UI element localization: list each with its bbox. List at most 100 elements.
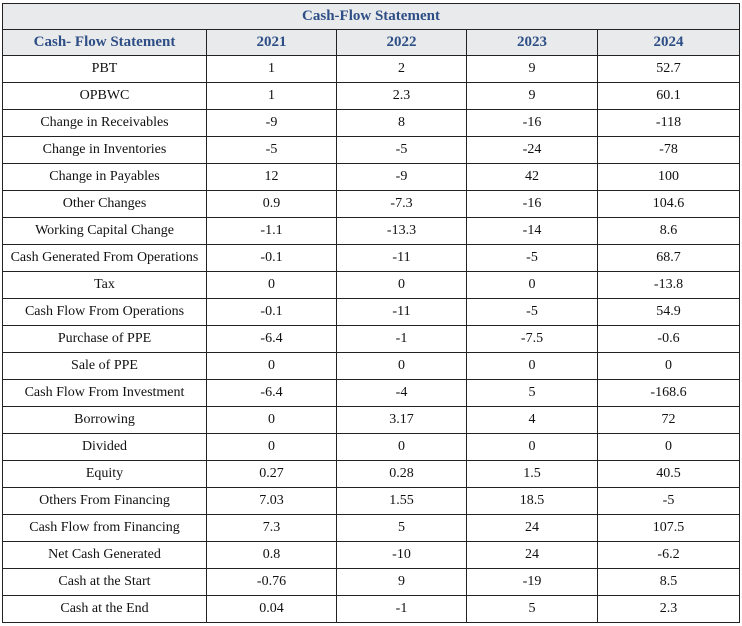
table-cell: 42 bbox=[466, 163, 598, 191]
table-cell: 8 bbox=[336, 109, 467, 137]
table-cell: 0 bbox=[206, 433, 337, 461]
row-label: Working Capital Change bbox=[2, 217, 207, 245]
table-body: PBT 1 2 9 52.7 OPBWC 1 2.3 9 60.1 Change in Receiv… bbox=[2, 55, 740, 623]
table-cell: 1.55 bbox=[336, 487, 467, 515]
table-cell: 0 bbox=[206, 271, 337, 299]
table-cell: 100 bbox=[597, 163, 740, 191]
table-cell: 0.8 bbox=[206, 541, 337, 569]
table-cell: 9 bbox=[466, 82, 598, 110]
table-cell: -16 bbox=[466, 190, 598, 218]
table-cell: 0 bbox=[336, 271, 467, 299]
row-label: Cash Flow from Financing bbox=[2, 514, 207, 542]
table-row: Change in Inventories -5 -5 -24 -78 bbox=[2, 136, 740, 164]
table-cell: -9 bbox=[336, 163, 467, 191]
table-row: Cash at the Start -0.76 9 -19 8.5 bbox=[2, 568, 740, 596]
table-cell: -0.6 bbox=[597, 325, 740, 353]
table-row: Tax 0 0 0 -13.8 bbox=[2, 271, 740, 299]
table-cell: -5 bbox=[206, 136, 337, 164]
table-row: Divided 0 0 0 0 bbox=[2, 433, 740, 461]
row-label: Tax bbox=[2, 271, 207, 299]
table-cell: -5 bbox=[466, 298, 598, 326]
table-cell: 0.28 bbox=[336, 460, 467, 488]
table-cell: -14 bbox=[466, 217, 598, 245]
table-row: Borrowing 0 3.17 4 72 bbox=[2, 406, 740, 434]
table-cell: -6.2 bbox=[597, 541, 740, 569]
row-label: Cash Generated From Operations bbox=[2, 244, 207, 272]
table-cell: 0 bbox=[336, 433, 467, 461]
table-cell: 0 bbox=[597, 433, 740, 461]
table-row: Cash Flow from Financing 7.3 5 24 107.5 bbox=[2, 514, 740, 542]
table-cell: 0 bbox=[597, 352, 740, 380]
row-label: Equity bbox=[2, 460, 207, 488]
table-cell: 24 bbox=[466, 541, 598, 569]
table-cell: -13.3 bbox=[336, 217, 467, 245]
table-cell: 12 bbox=[206, 163, 337, 191]
row-label: Cash at the Start bbox=[2, 568, 207, 596]
row-label: OPBWC bbox=[2, 82, 207, 110]
row-label: Cash Flow From Investment bbox=[2, 379, 207, 407]
table-cell: 2.3 bbox=[597, 595, 740, 623]
table-cell: 2.3 bbox=[336, 82, 467, 110]
table-row: Others From Financing 7.03 1.55 18.5 -5 bbox=[2, 487, 740, 515]
table-cell: 8.6 bbox=[597, 217, 740, 245]
column-header-2022: 2022 bbox=[336, 29, 467, 56]
table-cell: -6.4 bbox=[206, 325, 337, 353]
table-cell: 0.27 bbox=[206, 460, 337, 488]
table-cell: 0 bbox=[466, 433, 598, 461]
row-label: Change in Inventories bbox=[2, 136, 207, 164]
table-cell: -11 bbox=[336, 298, 467, 326]
table-cell: -168.6 bbox=[597, 379, 740, 407]
table-cell: 5 bbox=[466, 379, 598, 407]
table-cell: 0 bbox=[466, 271, 598, 299]
table-cell: 68.7 bbox=[597, 244, 740, 272]
table-cell: -24 bbox=[466, 136, 598, 164]
table-cell: -0.76 bbox=[206, 568, 337, 596]
table-cell: -118 bbox=[597, 109, 740, 137]
table-cell: -5 bbox=[597, 487, 740, 515]
table-cell: -5 bbox=[336, 136, 467, 164]
table-row: PBT 1 2 9 52.7 bbox=[2, 55, 740, 83]
row-label: PBT bbox=[2, 55, 207, 83]
table-cell: -0.1 bbox=[206, 244, 337, 272]
table-row: Cash at the End 0.04 -1 5 2.3 bbox=[2, 595, 740, 623]
row-label: Change in Payables bbox=[2, 163, 207, 191]
table-title: Cash-Flow Statement bbox=[2, 3, 740, 30]
table-cell: -16 bbox=[466, 109, 598, 137]
table-row: Cash Generated From Operations -0.1 -11 -5 6… bbox=[2, 244, 740, 272]
table-cell: 2 bbox=[336, 55, 467, 83]
table-title-row: Cash-Flow Statement bbox=[2, 3, 740, 30]
table-cell: 7.3 bbox=[206, 514, 337, 542]
table-cell: 0.04 bbox=[206, 595, 337, 623]
row-label: Cash at the End bbox=[2, 595, 207, 623]
table-row: Purchase of PPE -6.4 -1 -7.5 -0.6 bbox=[2, 325, 740, 353]
table-row: Equity 0.27 0.28 1.5 40.5 bbox=[2, 460, 740, 488]
table-cell: -1 bbox=[336, 325, 467, 353]
table-row: Working Capital Change -1.1 -13.3 -14 8.6 bbox=[2, 217, 740, 245]
table-cell: -10 bbox=[336, 541, 467, 569]
cash-flow-table: Cash-Flow Statement Cash- Flow Statement… bbox=[2, 3, 740, 623]
table-cell: 0.9 bbox=[206, 190, 337, 218]
table-cell: -1 bbox=[336, 595, 467, 623]
table-row: Cash Flow From Investment -6.4 -4 5 -168.6 bbox=[2, 379, 740, 407]
table-cell: -7.3 bbox=[336, 190, 467, 218]
table-cell: 4 bbox=[466, 406, 598, 434]
table-cell: 1 bbox=[206, 55, 337, 83]
table-row: Change in Receivables -9 8 -16 -118 bbox=[2, 109, 740, 137]
column-header-2024: 2024 bbox=[597, 29, 740, 56]
table-cell: -11 bbox=[336, 244, 467, 272]
cash-flow-table-container: Cash-Flow Statement Cash- Flow Statement… bbox=[2, 3, 740, 623]
table-cell: 40.5 bbox=[597, 460, 740, 488]
table-cell: 5 bbox=[336, 514, 467, 542]
table-cell: 0 bbox=[206, 406, 337, 434]
table-cell: 8.5 bbox=[597, 568, 740, 596]
table-row: Sale of PPE 0 0 0 0 bbox=[2, 352, 740, 380]
table-row: OPBWC 1 2.3 9 60.1 bbox=[2, 82, 740, 110]
table-cell: 1.5 bbox=[466, 460, 598, 488]
table-cell: -9 bbox=[206, 109, 337, 137]
table-cell: 18.5 bbox=[466, 487, 598, 515]
table-cell: 3.17 bbox=[336, 406, 467, 434]
table-cell: 0 bbox=[466, 352, 598, 380]
table-cell: 107.5 bbox=[597, 514, 740, 542]
row-label: Other Changes bbox=[2, 190, 207, 218]
table-cell: 52.7 bbox=[597, 55, 740, 83]
